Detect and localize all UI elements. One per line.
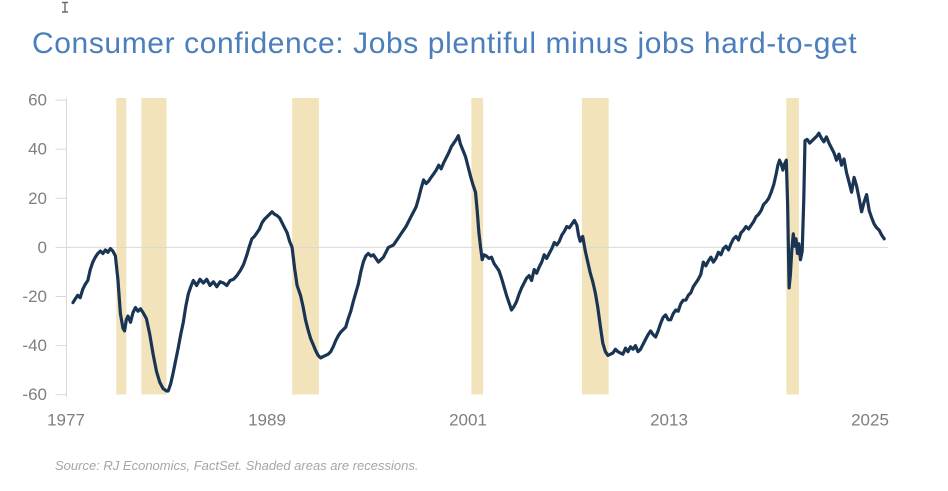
y-tick-label: -20	[22, 287, 47, 306]
x-tick-label: 1989	[248, 411, 286, 430]
x-tick-label: 2013	[650, 411, 688, 430]
y-tick-label: 0	[38, 238, 47, 257]
confidence-line	[71, 131, 886, 393]
chart-title: Consumer confidence: Jobs plentiful minu…	[32, 27, 858, 60]
recession-band	[471, 98, 484, 395]
y-tick-label: -60	[22, 385, 47, 404]
x-tick-label: 2025	[851, 411, 889, 430]
y-tick-label: -40	[22, 336, 47, 355]
x-tick-label: 1977	[47, 411, 85, 430]
recession-band	[116, 98, 127, 395]
text-cursor-icon	[62, 1, 68, 13]
source-note: Source: RJ Economics, FactSet. Shaded ar…	[55, 458, 419, 473]
x-tick-label: 2001	[449, 411, 487, 430]
y-tick-label: 40	[28, 140, 47, 159]
y-tick-label: 60	[28, 91, 47, 110]
y-tick-label: 20	[28, 189, 47, 208]
recession-band	[141, 98, 167, 395]
